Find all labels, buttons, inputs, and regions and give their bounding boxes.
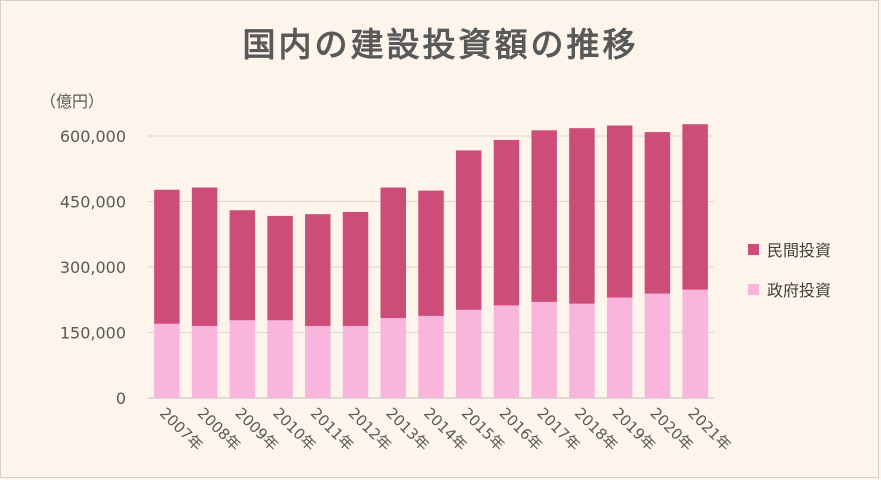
bar-government — [455, 309, 482, 398]
bar-private — [606, 125, 633, 298]
bar-private — [531, 130, 557, 302]
bar-government — [531, 301, 557, 398]
bar-private — [267, 215, 293, 321]
bar-government — [342, 325, 369, 398]
x-tick-label: 2021年 — [684, 404, 734, 454]
bar-government — [229, 320, 256, 398]
legend-label-government: 政府投資 — [767, 281, 832, 300]
bar-private — [569, 128, 595, 304]
bar-government — [682, 289, 708, 398]
bar-government — [418, 315, 444, 398]
bar-government — [191, 325, 218, 398]
bar-government — [569, 303, 595, 398]
legend-swatch-private — [748, 243, 759, 255]
y-tick-label: 300,000 — [60, 258, 126, 277]
bar-private — [342, 211, 369, 326]
y-tick-label: 600,000 — [60, 127, 126, 146]
bar-private — [682, 124, 708, 290]
legend-label-private: 民間投資 — [767, 241, 832, 260]
legend-item-government: 政府投資 — [748, 278, 831, 300]
bar-government — [606, 297, 633, 398]
bar-government — [305, 325, 331, 398]
legend-swatch-government — [748, 283, 759, 295]
bar-government — [154, 323, 180, 398]
bar-private — [154, 189, 180, 324]
legend: 民間投資 政府投資 — [748, 238, 831, 318]
bar-government — [380, 318, 407, 398]
bar-private — [380, 187, 407, 319]
y-axis-unit-label: （億円） — [40, 92, 105, 111]
bar-private — [644, 132, 671, 294]
legend-item-private: 民間投資 — [748, 238, 831, 260]
bar-private — [191, 187, 218, 326]
bar-government — [493, 305, 520, 398]
chart-title: 国内の建設投資額の推移 — [242, 25, 639, 64]
y-tick-label: 150,000 — [60, 324, 126, 343]
bar-private — [305, 214, 331, 326]
bar-private — [229, 210, 256, 321]
bar-private — [418, 190, 444, 316]
bar-government — [644, 293, 671, 398]
bar-government — [267, 320, 293, 398]
bar-private — [455, 150, 482, 310]
y-tick-label: 450,000 — [60, 193, 126, 212]
bar-private — [493, 139, 520, 306]
y-tick-label: 0 — [116, 389, 126, 408]
